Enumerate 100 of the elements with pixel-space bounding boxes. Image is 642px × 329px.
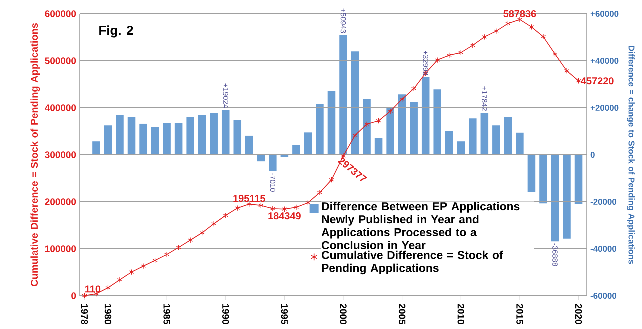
bar <box>174 123 183 155</box>
bar <box>528 154 536 192</box>
y2-tick-label: +60000 <box>590 11 619 17</box>
point <box>176 244 182 251</box>
bar <box>480 113 489 155</box>
point <box>412 86 417 92</box>
point <box>540 34 546 40</box>
bar <box>386 107 394 155</box>
point <box>482 34 488 40</box>
y-tick-label: 0 <box>72 292 76 300</box>
bar <box>398 94 406 155</box>
legend-label: Cumulative Difference = Stock of Pending Applications <box>322 250 504 275</box>
point <box>529 24 534 30</box>
point <box>552 51 558 58</box>
bar <box>363 99 371 155</box>
point <box>294 204 299 210</box>
x-tick-label: 1985 <box>164 304 170 325</box>
point <box>506 20 511 27</box>
bar <box>198 115 206 155</box>
point <box>446 52 452 58</box>
bar <box>210 113 218 155</box>
bar <box>163 123 171 155</box>
bar <box>445 131 454 155</box>
bar <box>574 154 583 204</box>
y-tick-label: 500000 <box>45 58 76 64</box>
bar <box>304 132 312 155</box>
bar <box>234 120 242 155</box>
x-tick-label: 1990 <box>222 304 230 324</box>
bar <box>292 145 300 155</box>
bar <box>104 126 112 155</box>
data-label: 110 <box>86 286 101 293</box>
bar <box>92 142 100 155</box>
y-tick-label: 300000 <box>45 152 76 158</box>
bar <box>563 154 571 239</box>
x-tick-label: 1980 <box>104 304 112 324</box>
bar <box>422 77 430 155</box>
y-tick-label: 100000 <box>45 246 76 252</box>
data-label: 184349 <box>268 212 301 220</box>
point <box>258 202 264 209</box>
point <box>435 57 440 64</box>
bar <box>140 124 148 155</box>
point <box>106 285 111 291</box>
point <box>329 177 334 183</box>
bar <box>316 104 324 155</box>
y2-tick-label: +40000 <box>590 58 619 64</box>
y2-tick-label: -60000 <box>590 293 617 299</box>
point <box>117 277 123 283</box>
point <box>140 263 146 270</box>
bar <box>504 117 512 155</box>
point <box>235 205 240 212</box>
point <box>164 252 170 258</box>
text: Fig. 2 <box>100 26 134 38</box>
y-tick-label: 400000 <box>45 104 76 112</box>
point <box>388 108 394 114</box>
x-tick-label: 1995 <box>281 304 288 325</box>
point <box>270 206 276 212</box>
y-tick-label: 200000 <box>45 198 76 206</box>
bar <box>269 154 277 172</box>
bar <box>128 117 136 155</box>
point <box>458 50 464 56</box>
point <box>470 42 476 48</box>
point <box>494 28 499 34</box>
bar <box>246 136 254 155</box>
point <box>317 190 323 196</box>
x-tick-label: 2000 <box>340 304 347 324</box>
bar <box>540 154 548 204</box>
point <box>152 258 158 264</box>
x-tick-label: 2015 <box>516 304 524 325</box>
bar <box>222 110 230 155</box>
bar <box>328 91 336 155</box>
y2-tick-label: -40000 <box>590 246 617 252</box>
point <box>564 68 570 74</box>
point <box>200 230 205 236</box>
bar <box>410 102 418 155</box>
point <box>188 237 194 244</box>
bar <box>434 90 442 155</box>
point <box>306 200 311 206</box>
data-label: 195115 <box>234 195 266 202</box>
point <box>376 118 382 124</box>
y2-axis-title: Difference = change to Stock of Pending Applications <box>627 46 635 264</box>
x-tick-label: 2010 <box>458 304 464 324</box>
y2-tick-label: 0 <box>590 152 595 158</box>
bar <box>151 127 160 155</box>
point <box>282 206 288 212</box>
point <box>364 122 370 128</box>
x-tick-label: 2005 <box>398 304 406 325</box>
bar <box>186 117 194 155</box>
point <box>400 96 405 102</box>
bar <box>351 52 360 155</box>
bar <box>457 142 466 155</box>
bar <box>492 126 500 155</box>
x-tick-label: 2020 <box>575 304 582 324</box>
x-tick-label: 1978 <box>81 304 88 325</box>
bar <box>116 115 124 155</box>
y-tick-label: 600000 <box>45 10 76 18</box>
point <box>129 269 134 276</box>
bar <box>516 132 524 155</box>
y2-tick-label: -20000 <box>590 199 617 205</box>
point <box>212 221 217 227</box>
data-label: 587836 <box>504 10 536 18</box>
